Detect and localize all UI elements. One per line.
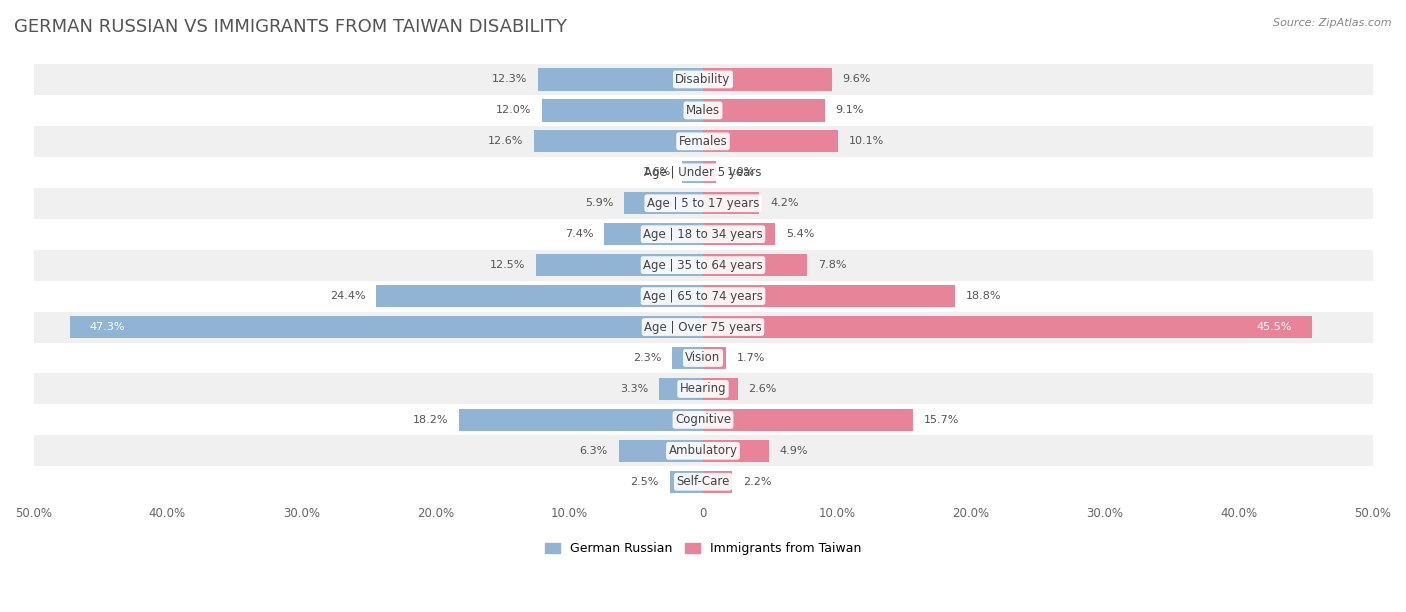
Bar bbox=[34, 466, 1372, 498]
Text: 6.3%: 6.3% bbox=[579, 446, 607, 456]
Text: 2.6%: 2.6% bbox=[748, 384, 778, 394]
Bar bbox=[703, 161, 717, 184]
Text: 18.2%: 18.2% bbox=[413, 415, 449, 425]
Bar bbox=[703, 254, 807, 276]
Text: Age | 18 to 34 years: Age | 18 to 34 years bbox=[643, 228, 763, 241]
Bar bbox=[34, 95, 1372, 126]
Bar bbox=[682, 161, 703, 184]
Bar bbox=[34, 312, 1372, 343]
Text: 45.5%: 45.5% bbox=[1257, 322, 1292, 332]
Bar bbox=[34, 281, 1372, 312]
Bar bbox=[34, 373, 1372, 405]
Bar bbox=[34, 218, 1372, 250]
Text: 9.6%: 9.6% bbox=[842, 75, 870, 84]
Bar bbox=[703, 439, 769, 462]
Text: 7.4%: 7.4% bbox=[565, 229, 593, 239]
Text: 1.7%: 1.7% bbox=[737, 353, 765, 363]
Text: 15.7%: 15.7% bbox=[924, 415, 959, 425]
Bar bbox=[703, 69, 831, 91]
Text: 3.3%: 3.3% bbox=[620, 384, 648, 394]
Text: Hearing: Hearing bbox=[679, 382, 727, 395]
Bar bbox=[703, 347, 725, 369]
Text: 47.3%: 47.3% bbox=[90, 322, 125, 332]
Text: 2.3%: 2.3% bbox=[633, 353, 661, 363]
Text: Age | Over 75 years: Age | Over 75 years bbox=[644, 321, 762, 334]
Bar bbox=[377, 285, 703, 307]
Text: 4.9%: 4.9% bbox=[779, 446, 808, 456]
Text: 1.0%: 1.0% bbox=[727, 167, 755, 177]
Bar bbox=[703, 378, 738, 400]
Text: Ambulatory: Ambulatory bbox=[668, 444, 738, 457]
Bar bbox=[703, 192, 759, 214]
Text: Age | Under 5 years: Age | Under 5 years bbox=[644, 166, 762, 179]
Bar bbox=[703, 409, 914, 431]
Bar bbox=[34, 343, 1372, 373]
Text: Disability: Disability bbox=[675, 73, 731, 86]
Text: 24.4%: 24.4% bbox=[330, 291, 366, 301]
Bar bbox=[703, 471, 733, 493]
Bar bbox=[605, 223, 703, 245]
Text: 2.5%: 2.5% bbox=[630, 477, 659, 487]
Bar bbox=[460, 409, 703, 431]
Text: 12.3%: 12.3% bbox=[492, 75, 527, 84]
Text: Self-Care: Self-Care bbox=[676, 476, 730, 488]
Bar bbox=[34, 188, 1372, 218]
Text: 5.4%: 5.4% bbox=[786, 229, 814, 239]
Text: Cognitive: Cognitive bbox=[675, 413, 731, 427]
Bar bbox=[538, 69, 703, 91]
Bar bbox=[34, 64, 1372, 95]
Bar bbox=[669, 471, 703, 493]
Text: 9.1%: 9.1% bbox=[835, 105, 863, 116]
Bar bbox=[703, 99, 825, 122]
Text: Source: ZipAtlas.com: Source: ZipAtlas.com bbox=[1274, 18, 1392, 28]
Text: Age | 65 to 74 years: Age | 65 to 74 years bbox=[643, 289, 763, 302]
Text: 10.1%: 10.1% bbox=[849, 136, 884, 146]
Text: 12.6%: 12.6% bbox=[488, 136, 523, 146]
Bar bbox=[543, 99, 703, 122]
Bar bbox=[34, 250, 1372, 281]
Text: Males: Males bbox=[686, 104, 720, 117]
Bar bbox=[34, 435, 1372, 466]
Bar bbox=[659, 378, 703, 400]
Bar bbox=[624, 192, 703, 214]
Text: 7.8%: 7.8% bbox=[818, 260, 846, 270]
Text: Age | 5 to 17 years: Age | 5 to 17 years bbox=[647, 196, 759, 210]
Bar bbox=[703, 316, 1312, 338]
Bar bbox=[534, 130, 703, 152]
Bar bbox=[703, 130, 838, 152]
Bar bbox=[34, 157, 1372, 188]
Bar bbox=[536, 254, 703, 276]
Text: 5.9%: 5.9% bbox=[585, 198, 613, 208]
Bar bbox=[70, 316, 703, 338]
Legend: German Russian, Immigrants from Taiwan: German Russian, Immigrants from Taiwan bbox=[540, 537, 866, 561]
Text: 1.6%: 1.6% bbox=[643, 167, 671, 177]
Text: 4.2%: 4.2% bbox=[770, 198, 799, 208]
Bar bbox=[672, 347, 703, 369]
Bar bbox=[703, 223, 775, 245]
Bar bbox=[703, 285, 955, 307]
Text: 12.5%: 12.5% bbox=[489, 260, 524, 270]
Bar bbox=[619, 439, 703, 462]
Text: Females: Females bbox=[679, 135, 727, 148]
Bar bbox=[34, 405, 1372, 435]
Bar bbox=[34, 126, 1372, 157]
Text: 12.0%: 12.0% bbox=[496, 105, 531, 116]
Text: Vision: Vision bbox=[685, 351, 721, 365]
Text: 2.2%: 2.2% bbox=[744, 477, 772, 487]
Text: Age | 35 to 64 years: Age | 35 to 64 years bbox=[643, 259, 763, 272]
Text: GERMAN RUSSIAN VS IMMIGRANTS FROM TAIWAN DISABILITY: GERMAN RUSSIAN VS IMMIGRANTS FROM TAIWAN… bbox=[14, 18, 567, 36]
Text: 18.8%: 18.8% bbox=[966, 291, 1001, 301]
